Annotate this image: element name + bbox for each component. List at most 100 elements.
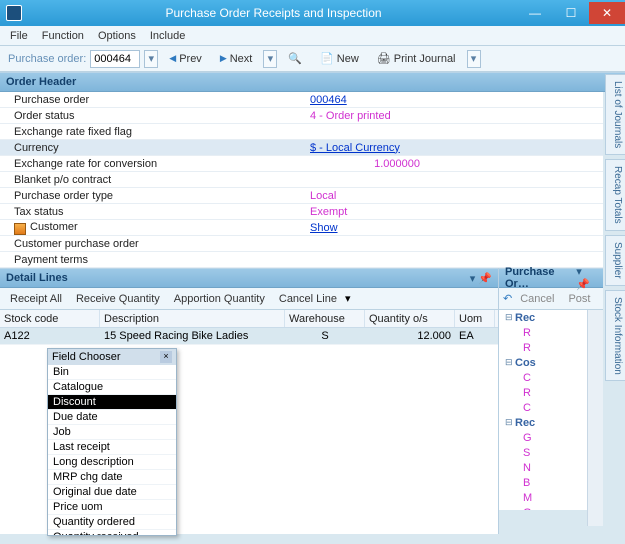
- tree-group[interactable]: Rec: [515, 312, 535, 324]
- po-input[interactable]: [90, 50, 140, 68]
- tree-leaf[interactable]: R: [505, 387, 531, 399]
- tree-leaf[interactable]: N: [505, 462, 531, 474]
- prev-button[interactable]: ◀Prev: [162, 51, 209, 67]
- pin-icon[interactable]: 📌: [478, 273, 492, 285]
- menu-file[interactable]: File: [10, 30, 28, 42]
- tree-leaf[interactable]: C: [505, 372, 531, 384]
- cell-qty: 12.000: [365, 330, 455, 342]
- expand-icon[interactable]: ⊟: [505, 417, 515, 428]
- header-row[interactable]: Exchange rate for conversion1.000000: [0, 156, 603, 172]
- header-key: Customer purchase order: [0, 238, 310, 250]
- tab-stock-information[interactable]: Stock Information: [605, 290, 625, 382]
- tree-leaf[interactable]: M: [505, 492, 532, 504]
- cancel-button[interactable]: Cancel: [514, 291, 560, 307]
- tab-supplier[interactable]: Supplier: [605, 235, 625, 286]
- menu-include[interactable]: Include: [150, 30, 185, 42]
- header-key: Order status: [0, 110, 310, 122]
- tree-leaf[interactable]: S: [505, 447, 530, 459]
- field-chooser-item[interactable]: Last receipt: [48, 440, 176, 455]
- minimize-button[interactable]: —: [517, 2, 553, 24]
- tree-leaf[interactable]: B: [505, 477, 530, 489]
- header-row[interactable]: Purchase order000464: [0, 92, 603, 108]
- menu-options[interactable]: Options: [98, 30, 136, 42]
- col-stock[interactable]: Stock code: [0, 310, 100, 327]
- detail-columns: Stock code Description Warehouse Quantit…: [0, 310, 498, 328]
- tree-leaf[interactable]: G: [505, 507, 532, 511]
- field-chooser-item[interactable]: Bin: [48, 365, 176, 380]
- field-chooser-close[interactable]: ×: [160, 351, 172, 363]
- undo-icon[interactable]: ↶: [503, 292, 512, 305]
- header-key: Tax status: [0, 206, 310, 218]
- tree-leaf[interactable]: R: [505, 327, 531, 339]
- cancel-line-button[interactable]: Cancel Line: [273, 291, 343, 307]
- header-row[interactable]: Customer purchase order: [0, 236, 603, 252]
- header-row[interactable]: Purchase order typeLocal: [0, 188, 603, 204]
- purchase-or-section: Purchase Or… ▾ 📌: [499, 268, 603, 288]
- header-row[interactable]: Tax statusExempt: [0, 204, 603, 220]
- header-key: Exchange rate for conversion: [0, 158, 310, 170]
- field-chooser-item[interactable]: Catalogue: [48, 380, 176, 395]
- field-chooser-item[interactable]: Discount: [48, 395, 176, 410]
- tree-leaf[interactable]: C: [505, 402, 531, 414]
- header-key: Purchase order: [0, 94, 310, 106]
- titlebar: Purchase Order Receipts and Inspection —…: [0, 0, 625, 26]
- header-row[interactable]: Blanket p/o contract: [0, 172, 603, 188]
- maximize-button[interactable]: ☐: [553, 2, 589, 24]
- field-chooser-item[interactable]: Job: [48, 425, 176, 440]
- menubar: File Function Options Include: [0, 26, 625, 46]
- header-row[interactable]: Exchange rate fixed flag: [0, 124, 603, 140]
- header-key: Payment terms: [0, 254, 310, 266]
- new-button[interactable]: 📄 New: [313, 50, 366, 67]
- header-value[interactable]: Show: [310, 222, 338, 234]
- customer-icon: [14, 223, 26, 235]
- expand-icon[interactable]: ⊟: [505, 312, 515, 323]
- col-uom[interactable]: Uom: [455, 310, 495, 327]
- col-qty[interactable]: Quantity o/s: [365, 310, 455, 327]
- col-desc[interactable]: Description: [100, 310, 285, 327]
- header-row[interactable]: CustomerShow: [0, 220, 603, 236]
- header-row[interactable]: Order status4 - Order printed: [0, 108, 603, 124]
- cell-uom: EA: [455, 330, 495, 342]
- field-chooser-item[interactable]: Quantity received: [48, 530, 176, 535]
- header-value[interactable]: $ - Local Currency: [310, 142, 400, 154]
- po-label: Purchase order:: [8, 53, 86, 65]
- header-value: 4 - Order printed: [310, 110, 391, 122]
- field-chooser-item[interactable]: Quantity ordered: [48, 515, 176, 530]
- post-button[interactable]: Post: [562, 291, 596, 307]
- tree-panel: ⊟RecRR⊟CosCRC⊟RecGSNBMG: [499, 310, 587, 510]
- field-chooser-item[interactable]: Due date: [48, 410, 176, 425]
- header-value[interactable]: 000464: [310, 94, 347, 106]
- header-key: Customer: [0, 221, 310, 233]
- tree-group[interactable]: Rec: [515, 417, 535, 429]
- header-row[interactable]: Currency$ - Local Currency: [0, 140, 603, 156]
- receipt-all-button[interactable]: Receipt All: [4, 291, 68, 307]
- col-warehouse[interactable]: Warehouse: [285, 310, 365, 327]
- apportion-quantity-button[interactable]: Apportion Quantity: [168, 291, 271, 307]
- receive-quantity-button[interactable]: Receive Quantity: [70, 291, 166, 307]
- search-icon[interactable]: 🔍: [281, 50, 309, 67]
- app-icon: [6, 5, 22, 21]
- field-chooser-item[interactable]: MRP chg date: [48, 470, 176, 485]
- order-header-grid: Purchase order000464Order status4 - Orde…: [0, 92, 603, 268]
- tree-scrollbar[interactable]: [587, 310, 603, 526]
- tree-leaf[interactable]: G: [505, 432, 532, 444]
- tab-recap-totals[interactable]: Recap Totals: [605, 159, 625, 231]
- tree-group[interactable]: Cos: [515, 357, 536, 369]
- next-dropdown[interactable]: ▾: [263, 50, 277, 68]
- field-chooser-item[interactable]: Original due date: [48, 485, 176, 500]
- field-chooser-item[interactable]: Price uom: [48, 500, 176, 515]
- tab-list-of-journals[interactable]: List of Journals: [605, 74, 625, 155]
- field-chooser-title: Field Chooser ×: [48, 349, 176, 365]
- tree-leaf[interactable]: R: [505, 342, 531, 354]
- cancel-line-dropdown[interactable]: ▾: [345, 292, 351, 305]
- table-row[interactable]: A122 15 Speed Racing Bike Ladies S 12.00…: [0, 328, 498, 344]
- print-journal-button[interactable]: 🖨 Print Journal: [370, 50, 463, 67]
- close-button[interactable]: ✕: [589, 2, 625, 24]
- expand-icon[interactable]: ⊟: [505, 357, 515, 368]
- po-dropdown[interactable]: ▾: [144, 50, 158, 68]
- menu-function[interactable]: Function: [42, 30, 84, 42]
- print-dropdown[interactable]: ▾: [467, 50, 481, 68]
- next-button[interactable]: ▶Next: [213, 51, 260, 67]
- header-value: Exempt: [310, 206, 347, 218]
- field-chooser-item[interactable]: Long description: [48, 455, 176, 470]
